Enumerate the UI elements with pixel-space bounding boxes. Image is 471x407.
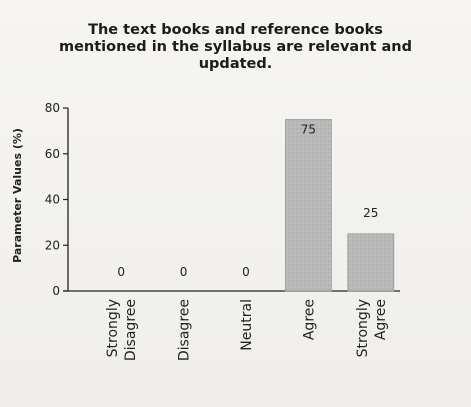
x-tick-label-3-0: Agree <box>301 299 317 340</box>
chart-axes: 0 20 40 60 80 <box>45 101 400 298</box>
y-tick-label: 20 <box>45 238 60 252</box>
bar-3 <box>284 119 332 292</box>
data-label-0: 0 <box>117 265 125 279</box>
x-tick-label-0-0: Strongly <box>105 299 121 357</box>
x-tick-label-4-0: Strongly <box>355 299 371 357</box>
chart-bars <box>284 119 395 292</box>
x-tick-label-4-1: Agree <box>373 299 389 340</box>
chart-title-line-3: updated. <box>198 56 273 72</box>
y-tick-label: 60 <box>45 147 60 161</box>
chart-title-line-1: The text books and reference books <box>88 22 383 38</box>
y-tick-label: 0 <box>52 284 60 298</box>
y-tick-label: 80 <box>45 101 60 115</box>
chart-title-line-2: mentioned in the syllabus are relevant a… <box>58 39 412 55</box>
data-label-4: 25 <box>363 206 378 220</box>
y-axis-label: Parameter Values (%) <box>11 128 24 263</box>
chart-title: The text books and reference books menti… <box>10 22 461 73</box>
data-label-2: 0 <box>242 265 250 279</box>
data-label-1: 0 <box>180 265 188 279</box>
x-tick-label-2-0: Neutral <box>239 299 255 351</box>
bar-4 <box>347 233 395 292</box>
x-tick-label-0-1: Disagree <box>123 299 139 361</box>
y-tick-label: 40 <box>45 193 60 207</box>
data-label-3: 75 <box>301 122 316 136</box>
x-tick-label-1-0: Disagree <box>177 299 193 361</box>
